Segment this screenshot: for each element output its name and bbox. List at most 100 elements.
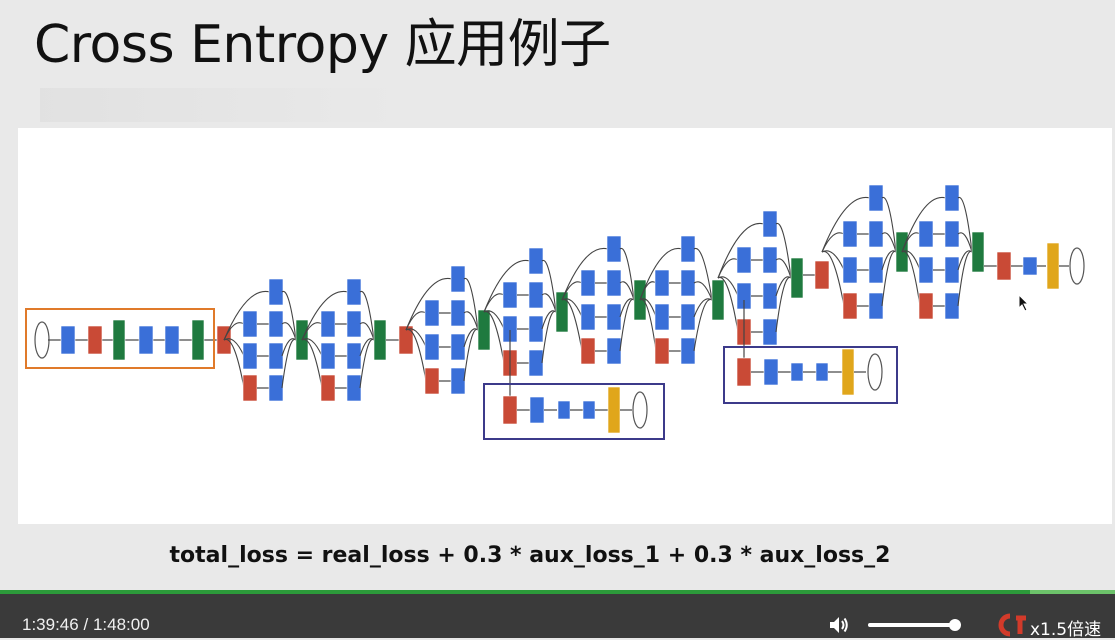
concat-block [711,279,725,321]
edge-curve [775,276,792,333]
video-progress-bar[interactable] [0,590,1115,594]
conv-block [763,358,779,386]
edge-curve [693,298,713,318]
conv-block [60,325,76,355]
edge-curve [957,196,973,253]
softmax-output-node [867,353,883,391]
conv-block [580,303,596,331]
conv-block [138,325,154,355]
concat-block [971,231,985,273]
edge-curve [561,281,583,301]
edge-curve [405,277,453,331]
edge-curve [281,290,297,341]
edge-curve [405,328,427,382]
speaker-icon[interactable] [828,615,850,635]
edge-curve [463,311,479,331]
edge-curve [223,338,245,389]
playback-speed-button[interactable]: x1.5倍速 [1030,620,1102,640]
conv-block [868,184,884,212]
conv-block [868,256,884,284]
conv-block [450,299,466,327]
conv-block [424,299,440,327]
conv-block [680,337,696,365]
conv-block [842,256,858,284]
edge-curve [301,338,323,389]
edge-curve [359,290,375,341]
conv-block [736,246,752,274]
softmax-output-node [632,391,648,429]
conv-block [528,349,544,377]
edge-curve [281,338,297,389]
pool-block [242,374,258,402]
conv-block [680,303,696,331]
volume-knob[interactable] [949,619,962,631]
conv-block [815,362,829,382]
edge-curve [881,250,897,271]
conv-block [529,396,545,424]
player-controls: 1:39:46 / 1:48:00 x1.5倍速 [0,594,1115,640]
volume-level [868,623,956,627]
loss-formula: total_loss = real_loss + 0.3 * aux_loss_… [169,543,891,568]
edge-curve [301,290,349,341]
edge-curve [541,310,557,364]
conv-block [320,342,336,370]
edge-curve [881,196,897,253]
edge-curve [359,338,375,389]
stem-highlight-box [25,308,215,369]
volume-slider[interactable] [868,619,962,631]
edge-curve [359,322,375,341]
conv-block [606,337,622,365]
conv-block [424,333,440,361]
edge-curve [223,290,271,341]
conv-block [944,220,960,248]
conv-block [680,269,696,297]
conv-block [346,342,362,370]
conv-block [944,256,960,284]
conv-block [606,269,622,297]
edge-curve [957,250,973,271]
googlenet-diagram [18,128,1112,524]
csdn-logo [998,613,1026,637]
edge-curve [901,196,947,253]
pool-block [842,292,858,320]
softmax-block [841,348,855,396]
time-separator: / [83,615,89,634]
conv-block [580,269,596,297]
concat-block [373,319,387,361]
edge-curve [541,293,557,313]
conv-block [450,367,466,395]
edge-curve [619,298,635,352]
edge-curve [821,196,871,253]
edge-curve [717,276,739,333]
network-svg [25,184,1085,440]
edge-curve [541,259,557,313]
conv-block [242,310,258,338]
conv-block [582,400,596,420]
edge-curve [901,250,921,307]
edge-curve [405,311,427,331]
edge-curve [223,322,245,341]
conv-block [320,310,336,338]
conv-block [268,342,284,370]
conv-block [268,310,284,338]
pool-block [814,260,830,290]
conv-block [918,220,934,248]
aux-classifier-2-box [723,346,898,404]
concat-block [112,319,126,361]
conv-block [842,220,858,248]
conv-block [790,362,804,382]
conv-block [762,318,778,346]
pool-block [654,337,670,365]
progress-fill [0,590,1031,594]
conv-block [762,246,778,274]
mouse-cursor-icon [1018,294,1030,312]
edge-curve [821,232,845,253]
conv-block [606,303,622,331]
edge-curve [717,258,739,279]
conv-block [944,292,960,320]
edge-curve [957,232,973,253]
conv-block [268,374,284,402]
edge-curve [463,277,479,331]
edge-curve [901,232,921,253]
conv-block [1022,256,1038,276]
